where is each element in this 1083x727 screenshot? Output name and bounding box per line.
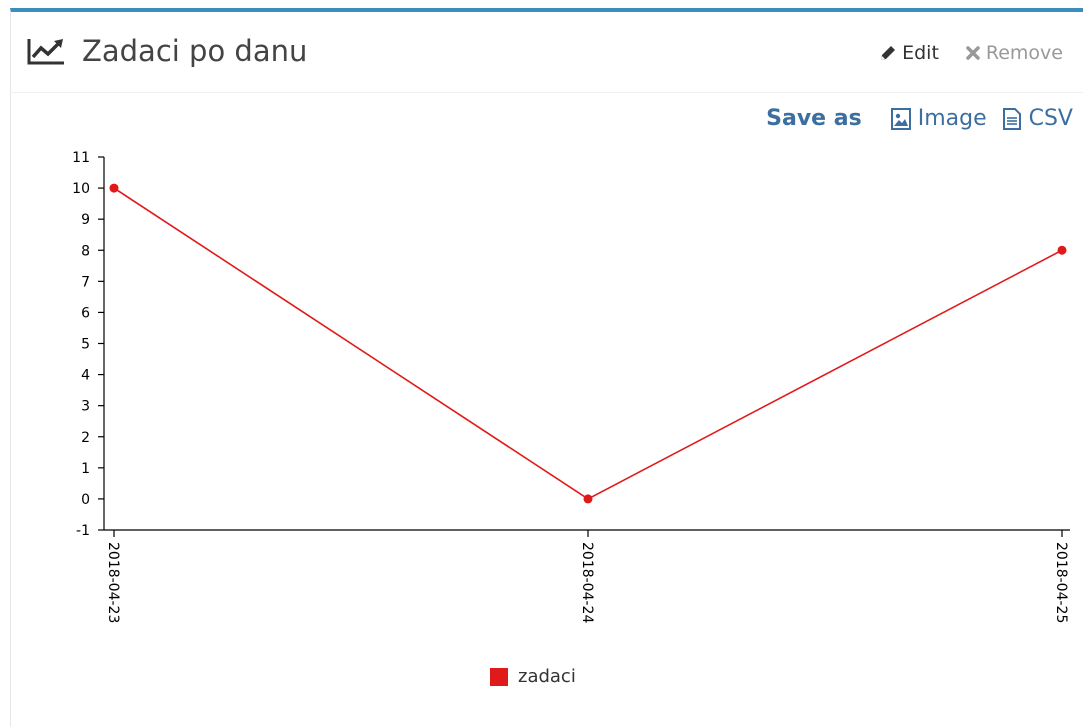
remove-button[interactable]: Remove bbox=[965, 42, 1063, 64]
widget-title: Zadaci po danu bbox=[82, 34, 308, 68]
close-icon bbox=[966, 46, 980, 60]
y-tick-label: 8 bbox=[81, 243, 90, 259]
image-file-icon bbox=[890, 107, 911, 130]
y-tick-label: 9 bbox=[81, 212, 90, 228]
x-tick-label: 2018-04-24 bbox=[579, 542, 595, 623]
save-image-label: Image bbox=[917, 106, 987, 131]
save-as-bar: Save as Image CSV bbox=[766, 106, 1073, 131]
edit-label: Edit bbox=[902, 42, 939, 64]
y-tick-label: 6 bbox=[81, 305, 90, 321]
data-point bbox=[1057, 245, 1067, 255]
y-tick-label: -1 bbox=[76, 523, 90, 539]
y-tick-label: 3 bbox=[81, 399, 90, 415]
edit-button[interactable]: Edit bbox=[879, 42, 939, 64]
save-image-link[interactable]: Image bbox=[890, 106, 987, 131]
chart-legend: zadaci bbox=[490, 666, 576, 687]
legend-swatch bbox=[490, 667, 508, 686]
series-line bbox=[113, 187, 1063, 500]
data-point bbox=[109, 183, 119, 193]
widget-header: Zadaci po danu Edit Remove bbox=[10, 12, 1083, 93]
line-chart: -1 0 1 2 3 4 5 6 7 8 9 10 11 2018-04-23 2018-04-24 2018… bbox=[72, 150, 1070, 623]
pencil-icon bbox=[881, 46, 896, 60]
remove-label: Remove bbox=[985, 42, 1063, 64]
save-csv-link[interactable]: CSV bbox=[1001, 106, 1073, 131]
y-tick-label: 4 bbox=[81, 368, 90, 384]
y-tick-label: 5 bbox=[81, 337, 90, 353]
y-tick-label: 0 bbox=[81, 492, 90, 508]
y-tick-label: 1 bbox=[81, 461, 90, 477]
y-tick-label: 7 bbox=[81, 274, 90, 290]
y-tick-label: 2 bbox=[81, 430, 90, 446]
x-tick-label: 2018-04-23 bbox=[105, 542, 121, 623]
save-csv-label: CSV bbox=[1028, 106, 1073, 131]
y-tick-label: 11 bbox=[72, 150, 90, 166]
text-file-icon bbox=[1002, 107, 1021, 130]
y-tick-label: 10 bbox=[72, 181, 90, 197]
save-as-label: Save as bbox=[766, 106, 862, 131]
x-tick-label: 2018-04-25 bbox=[1053, 542, 1069, 623]
legend-label: zadaci bbox=[518, 666, 576, 687]
data-point bbox=[583, 494, 593, 504]
widget-actions: Edit Remove bbox=[879, 42, 1063, 64]
line-chart-icon bbox=[26, 36, 66, 66]
